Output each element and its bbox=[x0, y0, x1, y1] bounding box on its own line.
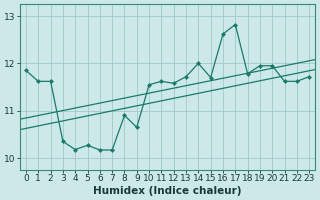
X-axis label: Humidex (Indice chaleur): Humidex (Indice chaleur) bbox=[93, 186, 242, 196]
